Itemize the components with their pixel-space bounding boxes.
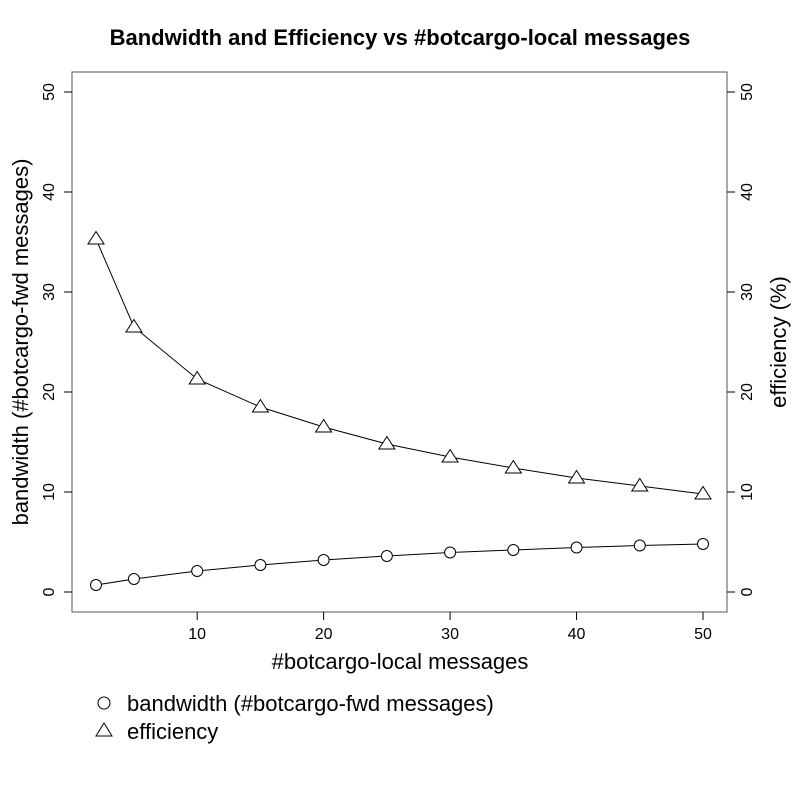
legend-label-bandwidth: bandwidth (#botcargo-fwd messages)	[127, 691, 494, 716]
y-right-tick-label: 0	[739, 587, 756, 596]
x-tick-label: 10	[188, 626, 206, 643]
data-point-circle	[127, 573, 140, 585]
y-axis-left-label: bandwidth (#botcargo-fwd messages)	[8, 159, 33, 526]
data-point-triangle	[314, 418, 333, 433]
data-point-triangle	[377, 435, 396, 450]
x-axis: 10 20 30 40 50	[188, 612, 712, 643]
y-left-tick-label: 40	[41, 183, 58, 201]
x-axis-label: #botcargo-local messages	[272, 649, 529, 674]
chart-title: Bandwidth and Efficiency vs #botcargo-lo…	[110, 25, 691, 50]
y-left-tick-label: 50	[41, 83, 58, 101]
x-tick-label: 30	[441, 626, 459, 643]
y-right-tick-label: 30	[739, 283, 756, 301]
data-point-triangle	[694, 485, 712, 500]
data-point-circle	[254, 559, 267, 571]
data-point-triangle	[504, 459, 523, 474]
legend-circle-marker	[97, 696, 111, 710]
data-point-circle	[380, 550, 393, 562]
data-point-triangle	[125, 318, 143, 333]
legend-label-efficiency: efficiency	[127, 719, 218, 744]
y-right-tick-label: 50	[739, 83, 756, 101]
series-layer	[87, 230, 712, 591]
series-line	[95, 238, 704, 495]
plot-frame	[71, 71, 728, 613]
data-point-circle	[507, 544, 520, 556]
y-axis-right-label: efficiency (%)	[766, 276, 791, 408]
y-left-tick-label: 30	[41, 283, 58, 301]
y-axis-right: 0 10 20 30 40 50	[727, 83, 756, 596]
data-point-circle	[317, 554, 330, 566]
y-right-tick-label: 10	[739, 483, 756, 501]
data-point-triangle	[251, 398, 270, 413]
y-right-tick-label: 20	[739, 383, 756, 401]
legend-triangle-marker	[95, 722, 113, 737]
data-point-triangle	[630, 477, 649, 492]
data-point-circle	[90, 579, 102, 591]
data-point-circle	[697, 538, 709, 550]
series-triangle	[87, 230, 712, 500]
x-tick-label: 50	[694, 626, 712, 643]
data-point-triangle	[567, 469, 586, 484]
legend: bandwidth (#botcargo-fwd messages) effic…	[95, 691, 494, 744]
data-point-circle	[570, 541, 583, 554]
data-point-triangle	[87, 230, 105, 245]
y-left-tick-label: 0	[41, 587, 58, 596]
data-point-circle	[633, 539, 646, 552]
y-right-tick-label: 40	[739, 183, 756, 201]
y-left-tick-label: 20	[41, 383, 58, 401]
series-circle	[90, 538, 709, 591]
x-tick-label: 40	[568, 626, 586, 643]
data-point-circle	[444, 546, 457, 559]
y-axis-left: 0 10 20 30 40 50	[41, 83, 72, 596]
data-point-triangle	[441, 448, 459, 463]
x-tick-label: 20	[315, 626, 333, 643]
data-point-triangle	[188, 370, 207, 385]
series-line	[95, 543, 704, 586]
y-left-tick-label: 10	[41, 483, 58, 501]
data-point-circle	[191, 565, 204, 577]
